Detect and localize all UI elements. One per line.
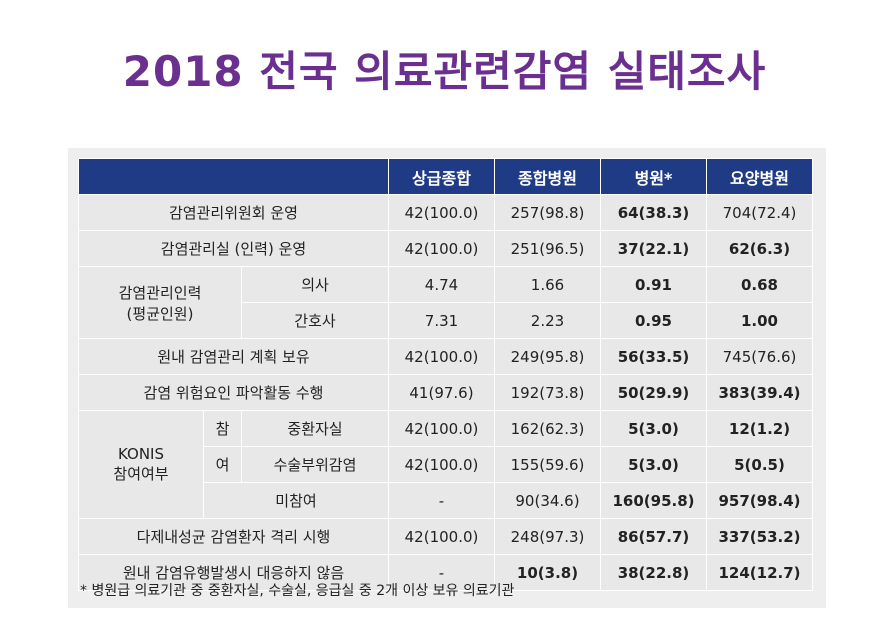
cell: 1.00 — [706, 302, 813, 339]
row-label: 원내 감염유행발생시 대응하지 않음 — [78, 554, 389, 591]
cell: 10(3.8) — [494, 554, 601, 591]
cell: 248(97.3) — [494, 518, 601, 555]
row-sublabel: 의사 — [241, 266, 389, 303]
group-label-line1: KONIS — [118, 445, 164, 463]
table-row: 감염관리인력 (평균인원) 의사 4.74 1.66 0.91 0.68 — [78, 266, 813, 339]
participate-label-2: 여 — [203, 446, 242, 483]
group-label-line1: 감염관리인력 — [118, 283, 202, 302]
cell: 90(34.6) — [494, 482, 601, 519]
table-header-row: 상급종합 종합병원 병원* 요양병원 — [78, 158, 813, 195]
cell: 12(1.2) — [706, 410, 813, 447]
cell: 155(59.6) — [494, 446, 601, 483]
row-sublabel: 중환자실 — [241, 410, 389, 447]
cell: 5(0.5) — [706, 446, 813, 483]
cell: 7.31 — [388, 302, 495, 339]
header-blank — [78, 158, 389, 195]
table-row: 여 수술부위감염 42(100.0) 155(59.6) 5(3.0) 5(0.… — [79, 446, 813, 483]
row-label: 원내 감염관리 계획 보유 — [78, 338, 389, 375]
table-row: 감염관리실 (인력) 운영 42(100.0) 251(96.5) 37(22.… — [78, 230, 813, 267]
header-general: 종합병원 — [494, 158, 601, 195]
footnote: * 병원급 의료기관 중 중환자실, 수술실, 응급실 중 2개 이상 보유 의… — [80, 583, 515, 599]
table-row: 원내 감염관리 계획 보유 42(100.0) 249(95.8) 56(33.… — [78, 338, 813, 375]
cell: 957(98.4) — [706, 482, 813, 519]
table-row: 감염관리위원회 운영 42(100.0) 257(98.8) 64(38.3) … — [78, 194, 813, 231]
cell: 704(72.4) — [706, 194, 813, 231]
cell: 86(57.7) — [600, 518, 707, 555]
cell: 42(100.0) — [388, 194, 495, 231]
cell: 0.68 — [706, 266, 813, 303]
row-sublabel: 간호사 — [241, 302, 389, 339]
cell: 160(95.8) — [600, 482, 707, 519]
cell: 162(62.3) — [494, 410, 601, 447]
cell: 257(98.8) — [494, 194, 601, 231]
cell: 42(100.0) — [388, 446, 495, 483]
participate-label-1: 참 — [203, 410, 242, 447]
row-label: 감염 위험요인 파악활동 수행 — [78, 374, 389, 411]
row-label: 감염관리위원회 운영 — [78, 194, 389, 231]
table-row: 간호사 7.31 2.23 0.95 1.00 — [79, 302, 813, 339]
row-group-label: KONIS 참여여부 — [78, 410, 204, 519]
row-label: 다제내성균 감염환자 격리 시행 — [78, 518, 389, 555]
cell: 50(29.9) — [600, 374, 707, 411]
cell: 4.74 — [388, 266, 495, 303]
row-sublabel: 수술부위감염 — [241, 446, 389, 483]
row-sublabel: 미참여 — [203, 482, 389, 519]
group-label-line2: (평균인원) — [126, 304, 194, 323]
cell: 42(100.0) — [388, 410, 495, 447]
cell: 42(100.0) — [388, 518, 495, 555]
cell: 56(33.5) — [600, 338, 707, 375]
header-longterm: 요양병원 — [706, 158, 813, 195]
cell: 2.23 — [494, 302, 601, 339]
row-group-label: 감염관리인력 (평균인원) — [78, 266, 242, 339]
cell: 42(100.0) — [388, 338, 495, 375]
table-row: 다제내성균 감염환자 격리 시행 42(100.0) 248(97.3) 86(… — [78, 518, 813, 555]
cell: 38(22.8) — [600, 554, 707, 591]
cell: 1.66 — [494, 266, 601, 303]
table-row: 감염 위험요인 파악활동 수행 41(97.6) 192(73.8) 50(29… — [78, 374, 813, 411]
cell: 337(53.2) — [706, 518, 813, 555]
cell: 62(6.3) — [706, 230, 813, 267]
group-label-line2: 참여여부 — [113, 465, 169, 483]
cell: 42(100.0) — [388, 230, 495, 267]
header-tertiary: 상급종합 — [388, 158, 495, 195]
cell: 124(12.7) — [706, 554, 813, 591]
cell: 249(95.8) — [494, 338, 601, 375]
cell: 37(22.1) — [600, 230, 707, 267]
table-row: KONIS 참여여부 참 중환자실 42(100.0) 162(62.3) 5(… — [78, 410, 813, 519]
table-row: 원내 감염유행발생시 대응하지 않음 - 10(3.8) 38(22.8) 12… — [78, 554, 813, 591]
cell: 192(73.8) — [494, 374, 601, 411]
cell: 5(3.0) — [600, 410, 707, 447]
table-row: 미참여 - 90(34.6) 160(95.8) 957(98.4) — [79, 482, 813, 519]
cell: 5(3.0) — [600, 446, 707, 483]
cell: 64(38.3) — [600, 194, 707, 231]
cell: 0.95 — [600, 302, 707, 339]
cell: 41(97.6) — [388, 374, 495, 411]
page-title: 2018 전국 의료관련감염 실태조사 — [122, 47, 767, 96]
cell: - — [388, 482, 495, 519]
cell: 251(96.5) — [494, 230, 601, 267]
row-label: 감염관리실 (인력) 운영 — [78, 230, 389, 267]
survey-table: 상급종합 종합병원 병원* 요양병원 감염관리위원회 운영 42(100.0) … — [78, 158, 813, 591]
cell: 745(76.6) — [706, 338, 813, 375]
header-hospital: 병원* — [600, 158, 707, 195]
cell: 0.91 — [600, 266, 707, 303]
cell: - — [388, 554, 495, 591]
cell: 383(39.4) — [706, 374, 813, 411]
